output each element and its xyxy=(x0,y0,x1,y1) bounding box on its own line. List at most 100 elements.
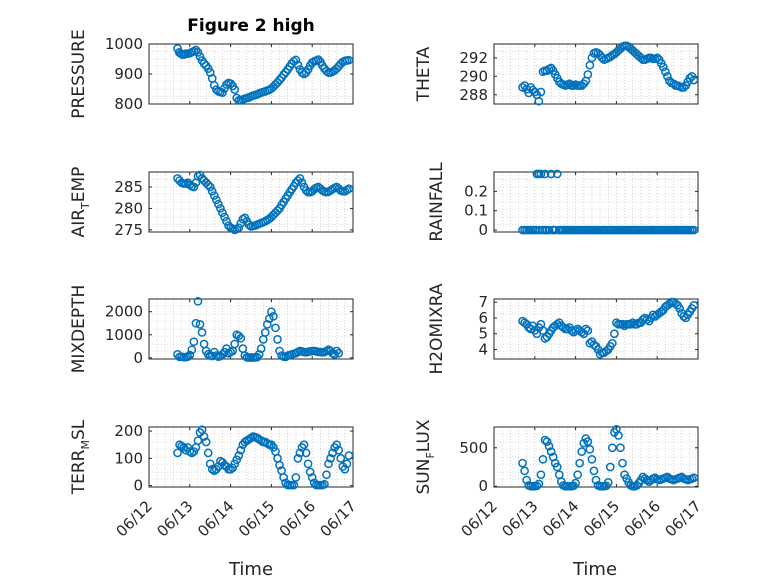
y-tick-label: 7 xyxy=(478,293,488,311)
data-point xyxy=(209,81,219,90)
data-point xyxy=(293,60,303,70)
data-point xyxy=(189,337,199,347)
data-point xyxy=(579,438,589,448)
y-axis-label: THETA xyxy=(414,46,434,102)
y-tick-label: 0 xyxy=(133,349,143,367)
y-axis-label: SUNFLUX xyxy=(414,419,437,494)
data-point xyxy=(626,319,636,329)
data-point xyxy=(193,48,203,57)
data-point xyxy=(554,225,564,235)
y-axis-label-subscript: M xyxy=(79,440,92,450)
data-point xyxy=(689,225,699,235)
axes-box xyxy=(493,171,699,233)
data-point xyxy=(534,96,544,106)
x-tick-label: 06/15 xyxy=(580,497,623,540)
data-point xyxy=(191,318,201,328)
data-point xyxy=(531,225,541,235)
data-point xyxy=(632,319,642,329)
data-point xyxy=(236,445,246,455)
data-point xyxy=(540,225,550,235)
data-point xyxy=(546,169,556,179)
data-point xyxy=(275,75,284,85)
data-point xyxy=(535,225,545,235)
data-point xyxy=(228,463,237,473)
subplot-p4: 00.1 0.2 RAINFALL xyxy=(427,162,699,242)
data-point xyxy=(279,473,288,482)
data-point xyxy=(295,174,305,183)
data-point xyxy=(291,55,301,65)
data-point xyxy=(616,443,625,453)
data-point xyxy=(185,350,195,360)
data-point xyxy=(342,459,352,469)
data-point xyxy=(220,212,229,222)
data-point xyxy=(518,458,527,468)
y-axis-label-main: SUN xyxy=(414,459,434,495)
data-point xyxy=(216,204,225,213)
data-point xyxy=(610,329,619,339)
y-tick-label: 4 xyxy=(478,341,488,359)
data-point xyxy=(544,441,554,451)
data-point xyxy=(324,459,333,469)
data-point xyxy=(587,53,597,63)
x-tick-label: 06/13 xyxy=(498,497,541,540)
data-point xyxy=(587,454,597,464)
data-point xyxy=(209,191,219,200)
y-tick-label: 2000 xyxy=(105,303,143,321)
data-point xyxy=(618,319,627,329)
data-point xyxy=(193,436,203,445)
data-point xyxy=(320,479,329,489)
y-axis-label-tail: EMP xyxy=(69,167,89,203)
data-point xyxy=(262,320,272,329)
data-point xyxy=(652,53,662,63)
data-point xyxy=(632,481,642,490)
data-point xyxy=(528,321,538,331)
data-series xyxy=(173,170,354,235)
x-tick-label: 06/17 xyxy=(662,497,705,540)
data-point xyxy=(638,315,648,324)
data-point xyxy=(218,350,227,359)
data-point xyxy=(332,440,342,450)
y-axis-label: AIRTEMP xyxy=(69,167,92,238)
y-axis-label-main: RAINFALL xyxy=(427,162,447,242)
data-point xyxy=(675,304,684,313)
data-series xyxy=(518,297,699,359)
data-point xyxy=(189,447,199,456)
data-point xyxy=(344,55,354,65)
data-point xyxy=(536,470,546,480)
data-point xyxy=(518,83,527,92)
data-point xyxy=(307,473,317,482)
data-point xyxy=(575,458,585,468)
data-point xyxy=(207,186,217,196)
y-tick-label: 5 xyxy=(478,325,488,343)
data-point xyxy=(183,352,193,362)
y-tick-label: 1000 xyxy=(105,326,143,344)
data-point xyxy=(614,431,623,440)
data-series xyxy=(518,41,699,106)
data-point xyxy=(607,338,617,348)
data-point xyxy=(187,345,197,355)
data-point xyxy=(293,454,303,463)
data-point xyxy=(679,312,689,321)
data-point xyxy=(222,216,231,226)
x-tick-label: 06/16 xyxy=(276,497,319,540)
data-point xyxy=(603,478,613,487)
y-axis-label-subscript: F xyxy=(424,452,437,458)
data-point xyxy=(538,454,548,464)
data-point xyxy=(597,53,607,63)
y-axis-label-main: H2OMIXRA xyxy=(427,283,447,374)
x-tick-label: 06/17 xyxy=(317,497,360,540)
axes-box xyxy=(148,298,354,360)
data-point xyxy=(214,199,223,209)
data-point xyxy=(199,432,209,441)
data-point xyxy=(520,466,529,476)
data-point xyxy=(313,55,323,64)
y-tick-label: 0.2 xyxy=(464,182,488,200)
axes-box xyxy=(148,43,354,105)
y-tick-label: 800 xyxy=(114,95,143,113)
data-point xyxy=(203,448,213,458)
data-point xyxy=(607,443,617,453)
subplot-p3: 275 280 285 AIRTEMP xyxy=(69,167,354,239)
data-point xyxy=(546,447,556,456)
data-point xyxy=(289,480,299,490)
